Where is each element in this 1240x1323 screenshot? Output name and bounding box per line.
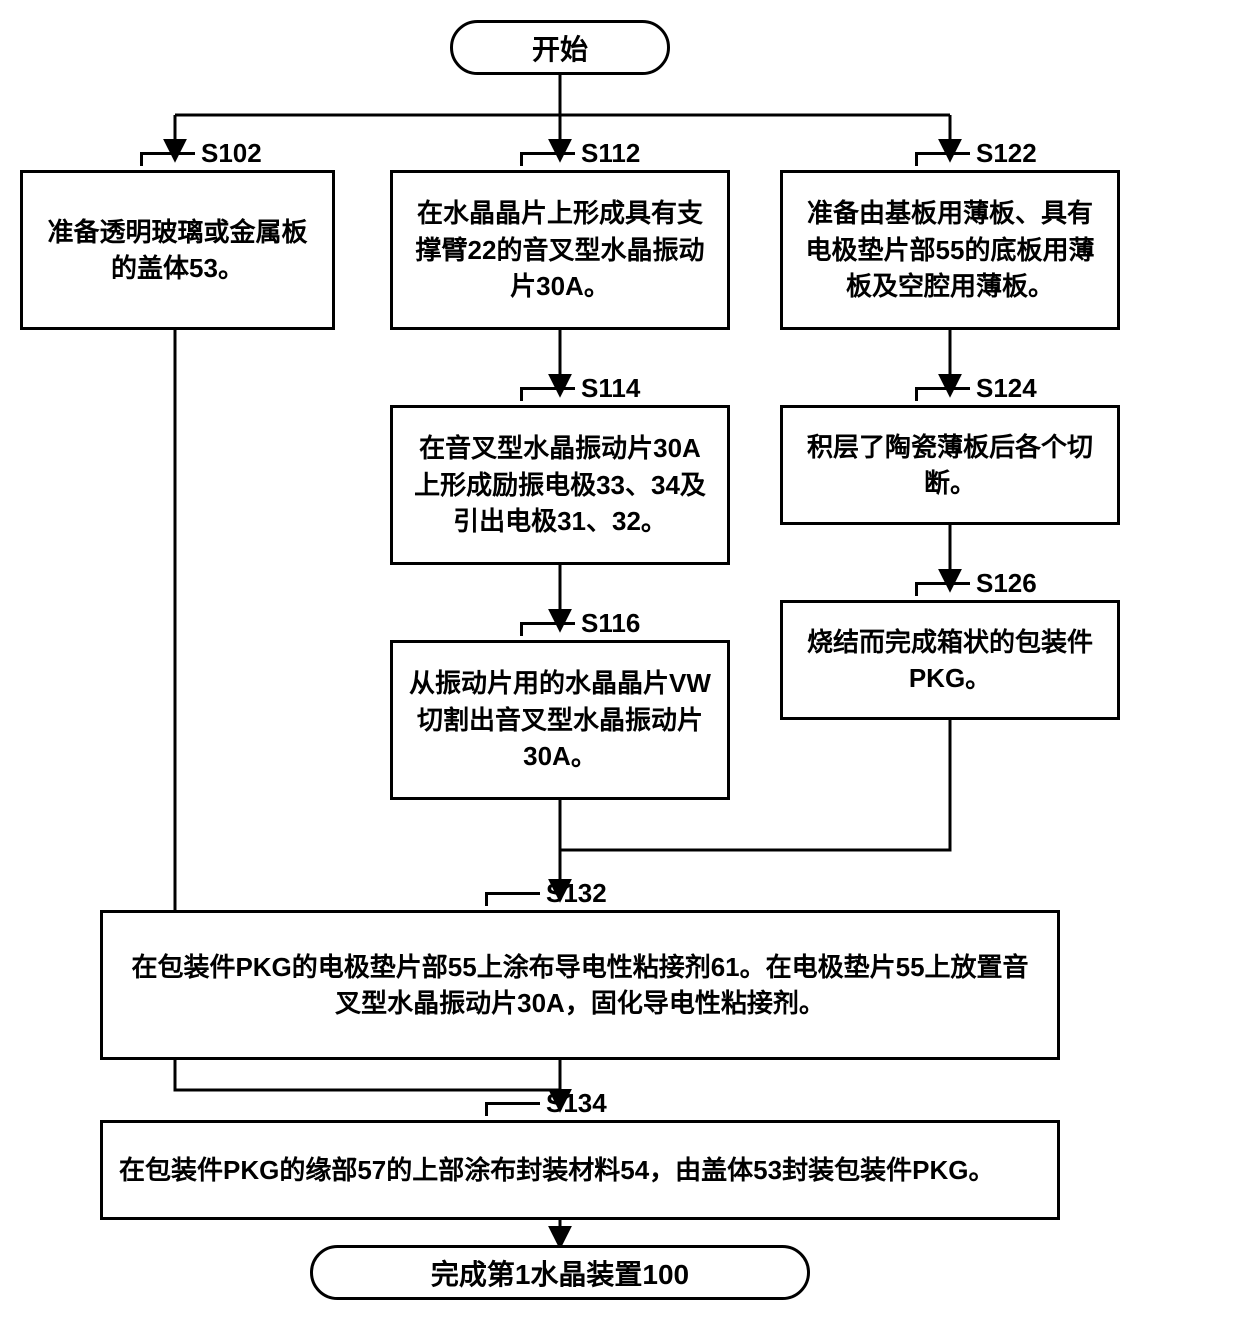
- label-s102-text: S102: [201, 138, 262, 169]
- terminal-start: 开始: [450, 20, 670, 75]
- label-s112-text: S112: [581, 138, 640, 169]
- step-s132-text: 在包装件PKG的电极垫片部55上涂布导电性粘接剂61。在电极垫片55上放置音叉型…: [119, 949, 1041, 1022]
- step-s134-text: 在包装件PKG的缘部57的上部涂布封装材料54，由盖体53封装包装件PKG。: [119, 1152, 994, 1188]
- terminal-end-text: 完成第1水晶装置100: [431, 1253, 689, 1293]
- step-s124-text: 积层了陶瓷薄板后各个切断。: [799, 429, 1101, 502]
- step-s122: 准备由基板用薄板、具有电极垫片部55的底板用薄板及空腔用薄板。: [780, 170, 1120, 330]
- label-s114: S114: [520, 373, 640, 404]
- step-s116-text: 从振动片用的水晶晶片VW切割出音叉型水晶振动片30A。: [409, 665, 711, 774]
- step-s132: 在包装件PKG的电极垫片部55上涂布导电性粘接剂61。在电极垫片55上放置音叉型…: [100, 910, 1060, 1060]
- label-bracket-icon: [915, 387, 970, 390]
- flowchart-container: 开始 完成第1水晶装置100 S102 准备透明玻璃或金属板的盖体53。 S11…: [20, 20, 1220, 1303]
- step-s116: 从振动片用的水晶晶片VW切割出音叉型水晶振动片30A。: [390, 640, 730, 800]
- label-bracket-icon: [520, 622, 575, 625]
- label-bracket-icon: [520, 152, 575, 155]
- step-s134: 在包装件PKG的缘部57的上部涂布封装材料54，由盖体53封装包装件PKG。: [100, 1120, 1060, 1220]
- label-s122: S122: [915, 138, 1037, 169]
- label-s126-text: S126: [976, 568, 1037, 599]
- label-bracket-icon: [140, 152, 195, 155]
- terminal-end: 完成第1水晶装置100: [310, 1245, 810, 1300]
- label-s114-text: S114: [581, 373, 640, 404]
- label-s102: S102: [140, 138, 262, 169]
- label-bracket-icon: [915, 152, 970, 155]
- label-bracket-icon: [915, 582, 970, 585]
- label-s116-text: S116: [581, 608, 640, 639]
- label-bracket-icon: [485, 892, 540, 895]
- step-s126: 烧结而完成箱状的包装件PKG。: [780, 600, 1120, 720]
- step-s124: 积层了陶瓷薄板后各个切断。: [780, 405, 1120, 525]
- label-s134: S134: [485, 1088, 607, 1119]
- step-s122-text: 准备由基板用薄板、具有电极垫片部55的底板用薄板及空腔用薄板。: [799, 195, 1101, 304]
- step-s102-text: 准备透明玻璃或金属板的盖体53。: [39, 214, 316, 287]
- label-bracket-icon: [485, 1102, 540, 1105]
- label-s122-text: S122: [976, 138, 1037, 169]
- label-s116: S116: [520, 608, 640, 639]
- step-s114: 在音叉型水晶振动片30A上形成励振电极33、34及引出电极31、32。: [390, 405, 730, 565]
- label-s126: S126: [915, 568, 1037, 599]
- step-s102: 准备透明玻璃或金属板的盖体53。: [20, 170, 335, 330]
- label-s132-text: S132: [546, 878, 607, 909]
- label-s124: S124: [915, 373, 1037, 404]
- label-s124-text: S124: [976, 373, 1037, 404]
- label-s132: S132: [485, 878, 607, 909]
- step-s126-text: 烧结而完成箱状的包装件PKG。: [799, 624, 1101, 697]
- label-s112: S112: [520, 138, 640, 169]
- label-s134-text: S134: [546, 1088, 607, 1119]
- label-bracket-icon: [520, 387, 575, 390]
- step-s112-text: 在水晶晶片上形成具有支撑臂22的音叉型水晶振动片30A。: [409, 195, 711, 304]
- step-s114-text: 在音叉型水晶振动片30A上形成励振电极33、34及引出电极31、32。: [409, 430, 711, 539]
- terminal-start-text: 开始: [532, 28, 588, 68]
- step-s112: 在水晶晶片上形成具有支撑臂22的音叉型水晶振动片30A。: [390, 170, 730, 330]
